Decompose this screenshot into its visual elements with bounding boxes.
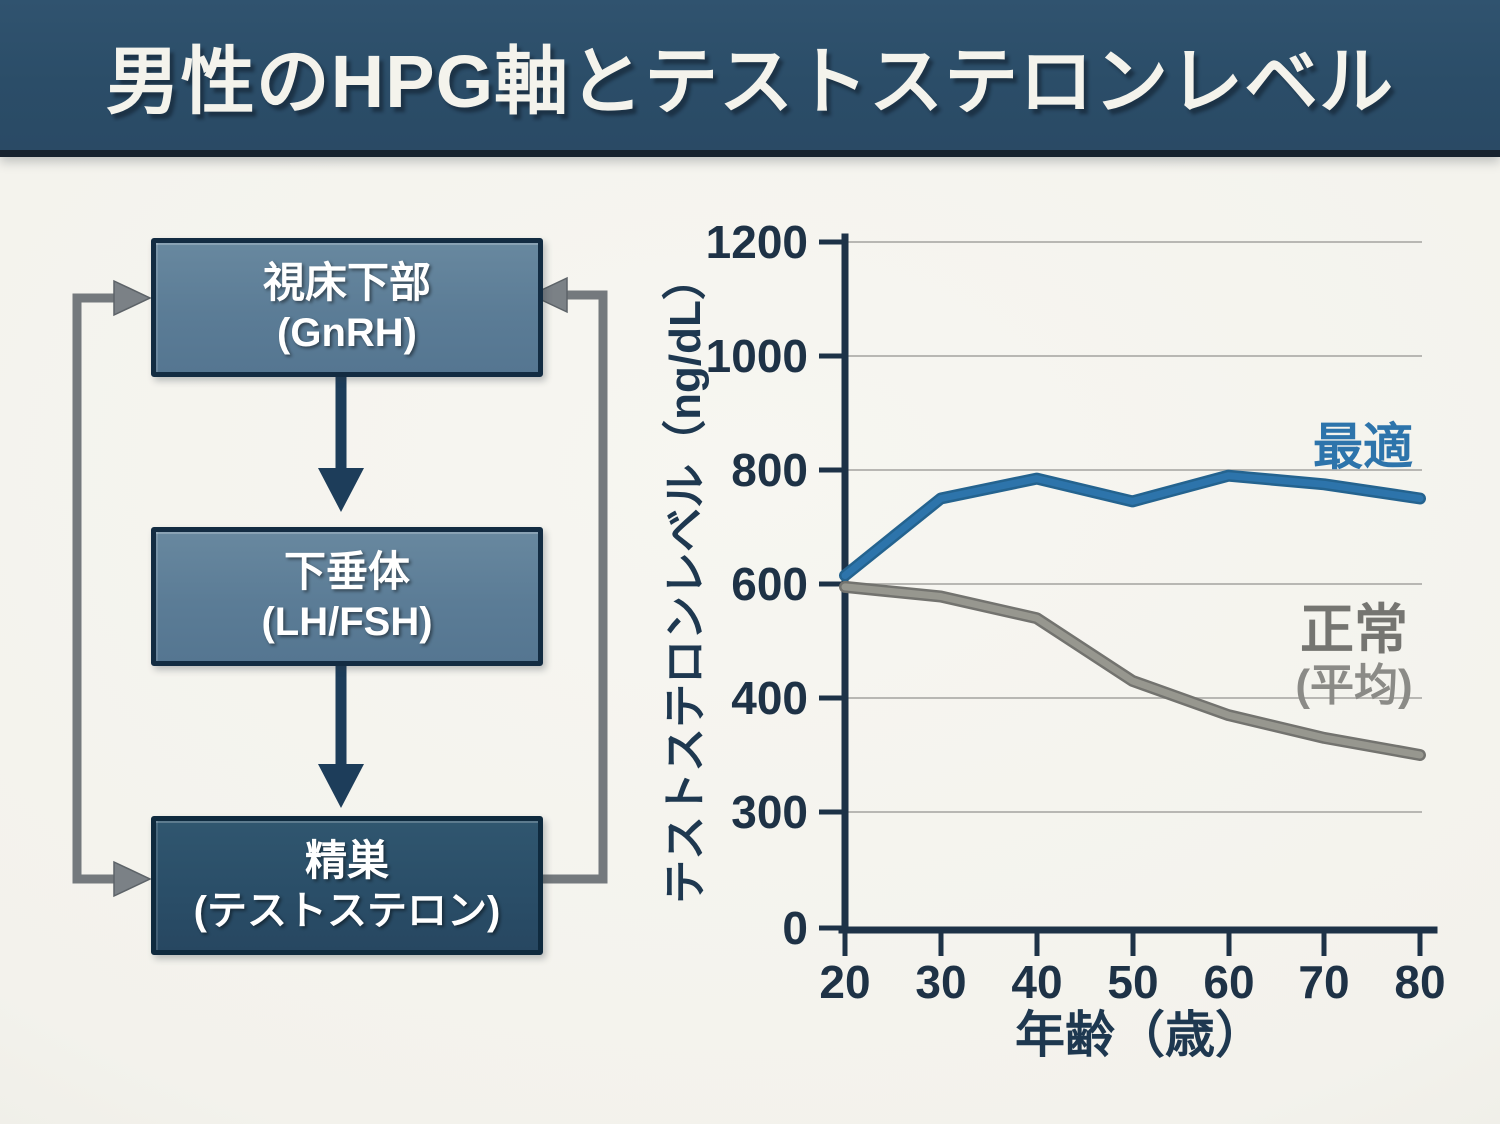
y-tick-label: 400 [731,672,808,724]
x-tickmarks [842,933,1423,956]
title-banner: 男性のHPG軸とテストステロンレベル [0,0,1500,157]
flow-box-pituitary: 下垂体 (LH/FSH) [151,527,543,666]
feedback-arrowhead-top-right-icon [529,276,568,314]
down-arrow-shaft-1 [335,372,347,470]
x-tick-label: 70 [1298,956,1349,1008]
x-tick-label: 50 [1107,956,1158,1008]
x-tick-label: 20 [819,956,870,1008]
y-tick-label: 800 [731,444,808,496]
x-tick-label: 80 [1394,956,1445,1008]
page-title: 男性のHPG軸とテストステロンレベル [105,39,1395,123]
feedback-arrowhead-top-left-icon [113,279,152,317]
down-arrow-head-1-icon [318,468,364,512]
x-tick-label: 40 [1011,956,1062,1008]
flow-box-pituitary-title: 下垂体 [283,548,410,596]
optimal-line-shadow [839,469,1426,582]
y-tick-label: 1000 [706,330,808,382]
feedback-line-right [537,290,608,884]
gridlines [848,241,1422,813]
flow-box-testes-subtitle: (テストステロン) [193,888,501,933]
flow-box-hypothalamus-subtitle: (GnRH) [277,310,417,355]
optimal-series-label: 最適 [1313,419,1413,475]
flow-arrows [318,372,364,808]
y-axis-title: テストステロンレベル（ng/dL） [661,256,710,904]
x-axis-title: 年齢（歳） [1015,1007,1265,1063]
y-tickmarks [819,239,843,931]
y-tick-label: 300 [731,786,808,838]
x-tick-labels: 20 30 40 50 60 70 80 [819,956,1445,1008]
y-tick-label: 1200 [706,216,808,268]
feedback-loops [72,276,608,898]
flow-box-hypothalamus-title: 視床下部 [262,259,431,307]
y-tick-labels: 1200 1000 800 600 400 300 0 [706,216,808,954]
flow-box-testes: 精巣 (テストステロン) [151,816,543,955]
down-arrow-head-2-icon [318,764,364,808]
optimal-line [841,472,1424,579]
down-arrow-shaft-2 [335,663,347,766]
x-tick-label: 30 [915,956,966,1008]
normal-series-sublabel: (平均) [1295,661,1412,710]
normal-series-label: 正常 [1300,600,1408,660]
y-tick-label: 0 [782,902,808,954]
flow-box-testes-title: 精巣 [304,837,389,885]
normal-line [841,583,1424,759]
feedback-arrowhead-bottom-left-icon [113,860,152,898]
line-chart: 1200 1000 800 600 400 300 0 20 30 40 50 … [661,216,1446,1063]
feedback-line-left [72,293,118,884]
x-tick-label: 60 [1203,956,1254,1008]
flow-box-hypothalamus: 視床下部 (GnRH) [151,238,543,377]
y-tick-label: 600 [731,558,808,610]
flow-box-pituitary-subtitle: (LH/FSH) [261,599,433,644]
